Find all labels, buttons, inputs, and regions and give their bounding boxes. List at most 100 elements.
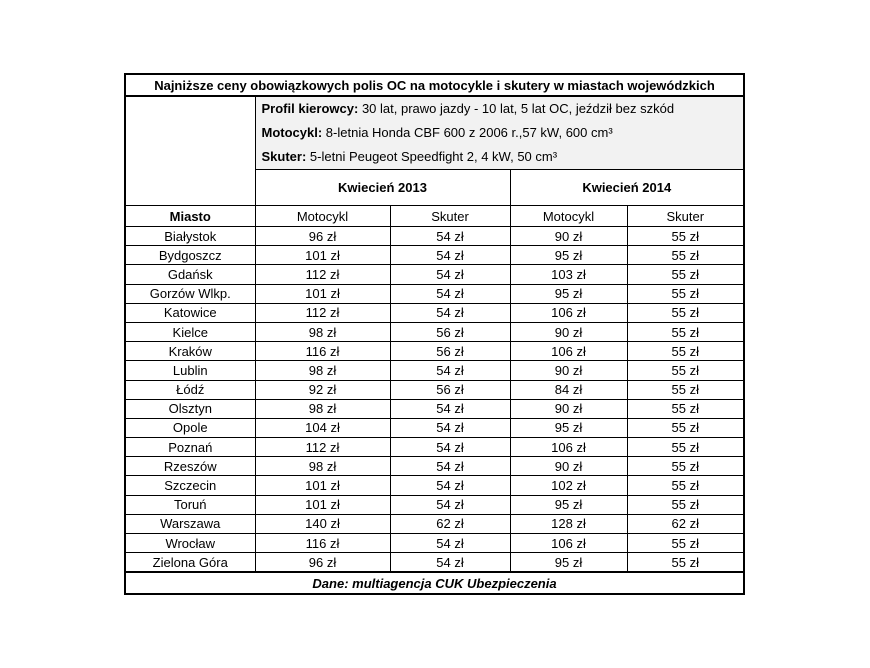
price-cell: 128 zł [509,513,628,535]
price-cell: 116 zł [254,341,391,362]
price-cell: 56 zł [389,321,511,343]
price-cell: 92 zł [254,379,391,400]
price-cell: 62 zł [626,513,745,535]
period-header: Kwiecień 2013 [254,169,511,206]
price-cell: 55 zł [626,532,745,554]
price-cell: 98 zł [254,360,391,381]
price-cell: 56 zł [389,379,511,400]
table-row: Opole 104 zł 54 zł 95 zł 55 zł [124,417,745,439]
price-cell: 96 zł [254,225,391,247]
info-line: Profil kierowcy: 30 lat, prawo jazdy - 1… [262,97,744,121]
info-line: Skuter: 5-letni Peugeot Speedfight 2, 4 … [262,145,744,169]
price-cell: 106 zł [509,302,628,323]
table-row: Bydgoszcz 101 zł 54 zł 95 zł 55 zł [124,245,745,266]
table-body: Białystok 96 zł 54 zł 90 zł 55 zł Bydgoszcz 10… [124,225,745,573]
price-cell: 55 zł [626,494,745,515]
price-cell: 96 zł [254,552,391,573]
column-header: Miasto [124,205,256,227]
city-cell: Gdańsk [124,264,256,285]
table-row: Gdańsk 112 zł 54 zł 103 zł 55 zł [124,264,745,285]
table-row: Toruń 101 zł 54 zł 95 zł 55 zł [124,494,745,515]
price-cell: 95 zł [509,552,628,573]
price-cell: 103 zł [509,264,628,285]
price-cell: 101 zł [254,283,391,304]
price-table: Najniższe ceny obowiązkowych polis OC na… [124,73,746,596]
price-cell: 55 zł [626,321,745,343]
price-cell: 112 zł [254,264,391,285]
info-label: Motocykl: [261,125,323,140]
price-cell: 95 zł [509,494,628,515]
price-cell: 102 zł [509,475,628,496]
city-cell: Rzeszów [124,456,256,477]
city-cell: Wrocław [124,532,256,554]
table-row: Białystok 96 zł 54 zł 90 zł 55 zł [124,225,745,247]
price-cell: 55 zł [626,552,745,573]
city-cell: Toruń [124,494,256,515]
city-cell: Katowice [124,302,256,323]
price-cell: 54 zł [389,437,511,458]
price-cell: 54 zł [389,245,511,266]
info-text: 8-letnia Honda CBF 600 z 2006 r.,57 kW, … [325,125,613,140]
price-cell: 54 zł [389,225,511,247]
price-cell: 56 zł [389,341,511,362]
table-row: Lublin 98 zł 54 zł 90 zł 55 zł [124,360,745,381]
info-block: Profil kierowcy: 30 lat, prawo jazdy - 1… [254,95,745,170]
price-cell: 90 zł [509,225,628,247]
price-cell: 98 zł [254,321,391,343]
column-header: Skuter [626,205,745,227]
price-cell: 112 zł [254,437,391,458]
price-cell: 112 zł [254,302,391,323]
table-row: Gorzów Wlkp. 101 zł 54 zł 95 zł 55 zł [124,283,745,304]
price-cell: 55 zł [626,283,745,304]
price-cell: 55 zł [626,341,745,362]
price-cell: 55 zł [626,398,745,419]
price-cell: 54 zł [389,398,511,419]
price-cell: 95 zł [509,283,628,304]
price-cell: 106 zł [509,437,628,458]
table-row: Olsztyn 98 zł 54 zł 90 zł 55 zł [124,398,745,419]
price-cell: 90 zł [509,360,628,381]
column-header: Skuter [389,205,511,227]
table-row: Zielona Góra 96 zł 54 zł 95 zł 55 zł [124,552,745,573]
info-text: 30 lat, prawo jazdy - 10 lat, 5 lat OC, … [361,101,675,116]
city-cell: Łódź [124,379,256,400]
city-cell: Białystok [124,225,256,247]
price-cell: 98 zł [254,456,391,477]
price-cell: 55 zł [626,475,745,496]
table-row: Kraków 116 zł 56 zł 106 zł 55 zł [124,341,745,362]
price-cell: 55 zł [626,379,745,400]
price-cell: 98 zł [254,398,391,419]
price-cell: 106 zł [509,341,628,362]
price-cell: 54 zł [389,456,511,477]
source-note: Dane: multiagencja CUK Ubezpieczenia [124,571,745,595]
column-header: Motocykl [254,205,391,227]
table-row: Katowice 112 zł 54 zł 106 zł 55 zł [124,302,745,323]
info-label: Profil kierowcy: [261,101,359,116]
price-cell: 55 zł [626,225,745,247]
table-row: Szczecin 101 zł 54 zł 102 zł 55 zł [124,475,745,496]
price-cell: 54 zł [389,552,511,573]
blank-cell [124,95,256,206]
table-row: Wrocław 116 zł 54 zł 106 zł 55 zł [124,532,745,554]
city-cell: Kraków [124,341,256,362]
info-label: Skuter: [261,149,307,164]
table-row: Warszawa 140 zł 62 zł 128 zł 62 zł [124,513,745,535]
city-cell: Szczecin [124,475,256,496]
city-cell: Bydgoszcz [124,245,256,266]
price-cell: 55 zł [626,302,745,323]
city-cell: Kielce [124,321,256,343]
price-cell: 101 zł [254,494,391,515]
price-cell: 95 zł [509,245,628,266]
price-cell: 101 zł [254,475,391,496]
price-cell: 54 zł [389,302,511,323]
city-cell: Gorzów Wlkp. [124,283,256,304]
price-cell: 140 zł [254,513,391,535]
period-header: Kwiecień 2014 [509,169,745,206]
city-cell: Warszawa [124,513,256,535]
price-cell: 84 zł [509,379,628,400]
table-row: Kielce 98 zł 56 zł 90 zł 55 zł [124,321,745,343]
table-title: Najniższe ceny obowiązkowych polis OC na… [124,73,745,97]
price-cell: 90 zł [509,321,628,343]
price-cell: 90 zł [509,398,628,419]
price-cell: 55 zł [626,456,745,477]
